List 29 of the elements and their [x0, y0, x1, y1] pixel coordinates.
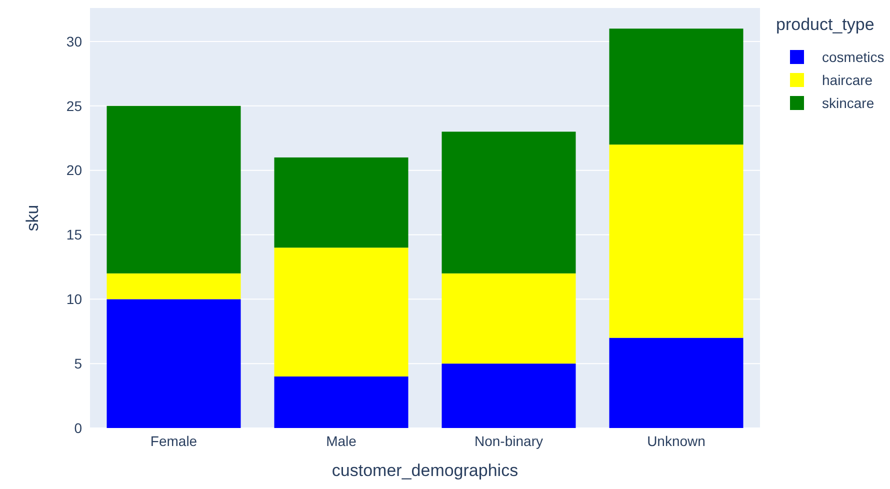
- bar: [274, 157, 408, 248]
- bar: [609, 338, 744, 428]
- bar: [106, 106, 241, 274]
- bar: [106, 273, 241, 300]
- legend-label: haircare: [822, 72, 873, 88]
- bar: [274, 248, 408, 376]
- x-tick-label: Female: [150, 433, 198, 449]
- bar: [609, 144, 744, 338]
- y-tick-label: 30: [66, 33, 82, 50]
- bar: [442, 132, 576, 274]
- y-tick-label: 15: [66, 226, 82, 243]
- bar: [442, 364, 576, 428]
- y-tick-label: 5: [74, 355, 82, 372]
- legend-label: cosmetics: [822, 48, 884, 65]
- y-tick-label: 0: [74, 420, 82, 436]
- bar: [442, 273, 576, 364]
- bar: [274, 376, 408, 428]
- y-axis-title: sku: [23, 204, 42, 232]
- x-tick-label: Unknown: [647, 433, 706, 449]
- legend-label: skincare: [822, 94, 874, 111]
- y-tick-label: 25: [66, 98, 82, 114]
- bar: [106, 299, 241, 428]
- x-tick-label: Male: [326, 433, 357, 449]
- y-tick-label: 20: [66, 162, 82, 178]
- x-tick-label: Non-binary: [474, 433, 543, 449]
- legend-title: product_type: [776, 15, 874, 34]
- x-axis-title: customer_demographics: [332, 461, 518, 480]
- bar: [609, 28, 744, 145]
- y-tick-label: 10: [66, 291, 82, 308]
